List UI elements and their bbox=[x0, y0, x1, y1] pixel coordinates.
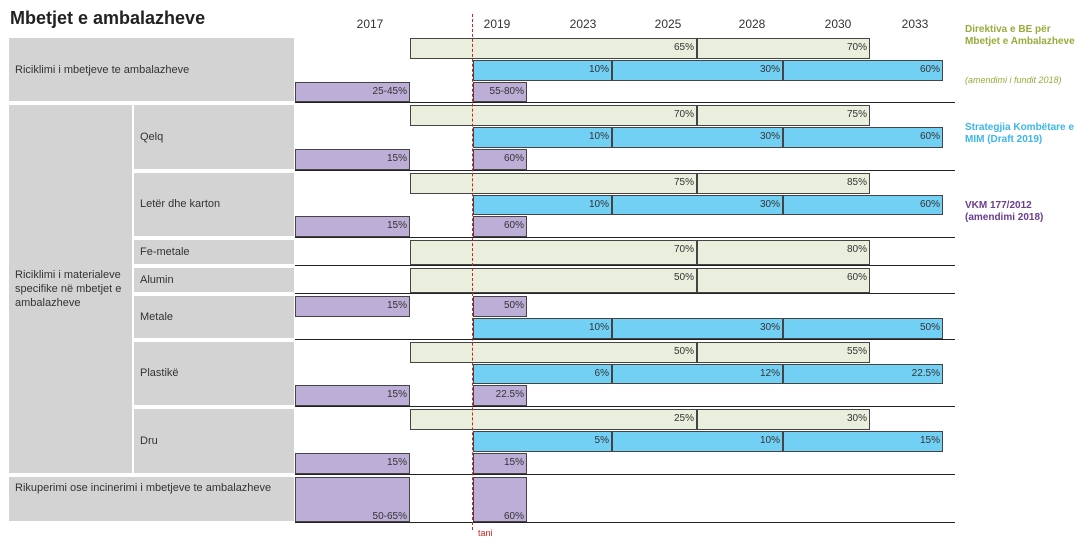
row-line bbox=[295, 102, 955, 104]
bar: 75% bbox=[697, 105, 870, 127]
bar: 80% bbox=[697, 240, 870, 266]
row-line bbox=[295, 265, 955, 267]
bar: 10% bbox=[473, 318, 612, 339]
bar: 15% bbox=[295, 385, 410, 407]
bar: 50-65% bbox=[295, 476, 410, 522]
bar: 15% bbox=[783, 431, 943, 452]
bar: 85% bbox=[697, 172, 870, 194]
year-label: 2033 bbox=[901, 17, 929, 31]
bar: 25% bbox=[410, 409, 697, 430]
bar: 60% bbox=[783, 194, 943, 216]
bar: 60% bbox=[473, 476, 527, 522]
bar: 25-45% bbox=[295, 81, 410, 103]
year-label: 2019 bbox=[483, 17, 511, 31]
year-label: 2030 bbox=[824, 17, 852, 31]
row-line bbox=[295, 237, 955, 239]
bar: 6% bbox=[473, 363, 612, 385]
row-label: Plastikë bbox=[133, 340, 295, 407]
legend-note: (amendimi i fundit 2018) bbox=[965, 75, 1062, 85]
legend-entry: VKM 177/2012 (amendimi 2018) bbox=[965, 200, 1044, 223]
bar: 55-80% bbox=[473, 81, 527, 103]
bar: 60% bbox=[473, 149, 527, 170]
year-label: 2017 bbox=[356, 17, 384, 31]
row-label: Fe-metale bbox=[133, 239, 295, 266]
bar: 70% bbox=[410, 240, 697, 266]
bar: 30% bbox=[612, 59, 783, 81]
row-label: Alumin bbox=[133, 267, 295, 294]
bar: 10% bbox=[612, 431, 783, 452]
row-label: Qelq bbox=[133, 104, 295, 170]
bar: 60% bbox=[697, 268, 870, 294]
bar: 15% bbox=[295, 296, 410, 317]
row-line bbox=[295, 521, 955, 523]
year-label: 2023 bbox=[569, 17, 597, 31]
bar: 55% bbox=[697, 341, 870, 363]
row-line bbox=[295, 473, 955, 475]
bar: 50% bbox=[473, 296, 527, 317]
group-label: Riciklimi i materialeve specifike në mbe… bbox=[8, 104, 133, 474]
now-label: tani bbox=[478, 528, 493, 538]
bar: 10% bbox=[473, 59, 612, 81]
bar: 60% bbox=[783, 127, 943, 148]
bar: 22.5% bbox=[473, 385, 527, 407]
bar: 15% bbox=[295, 149, 410, 170]
row-label: Rikuperimi ose incinerimi i mbetjeve te … bbox=[8, 475, 295, 522]
bar: 10% bbox=[473, 194, 612, 216]
bar: 75% bbox=[410, 172, 697, 194]
bar: 22.5% bbox=[783, 363, 943, 385]
bar: 50% bbox=[410, 268, 697, 294]
bar: 30% bbox=[612, 127, 783, 148]
bar: 5% bbox=[473, 431, 612, 452]
bar: 10% bbox=[473, 127, 612, 148]
bar: 65% bbox=[410, 38, 697, 59]
now-line bbox=[472, 14, 473, 530]
row-line bbox=[295, 169, 955, 171]
row-label: Riciklimi i mbetjeve te ambalazheve bbox=[8, 37, 295, 103]
row-line bbox=[295, 338, 955, 340]
bar: 70% bbox=[410, 105, 697, 127]
row-label: Dru bbox=[133, 408, 295, 474]
year-label: 2028 bbox=[738, 17, 766, 31]
bar: 30% bbox=[612, 194, 783, 216]
bar: 15% bbox=[295, 216, 410, 238]
bar: 60% bbox=[783, 59, 943, 81]
bar: 15% bbox=[295, 452, 410, 474]
row-line bbox=[295, 293, 955, 295]
bar: 30% bbox=[612, 318, 783, 339]
bar: 15% bbox=[473, 452, 527, 474]
bar: 70% bbox=[697, 38, 870, 59]
title: Mbetjet e ambalazheve bbox=[10, 8, 206, 28]
bar: 50% bbox=[410, 341, 697, 363]
legend-entry: Strategjia Kombëtare e MIM (Draft 2019) bbox=[965, 122, 1074, 145]
legend-entry: Direktiva e BE për Mbetjet e Ambalazheve bbox=[965, 24, 1075, 47]
bar: 12% bbox=[612, 363, 783, 385]
row-line bbox=[295, 406, 955, 408]
row-label: Metale bbox=[133, 295, 295, 339]
bar: 60% bbox=[473, 216, 527, 238]
bar: 50% bbox=[783, 318, 943, 339]
bar: 30% bbox=[697, 409, 870, 430]
row-label: Letër dhe karton bbox=[133, 171, 295, 238]
year-label: 2025 bbox=[654, 17, 682, 31]
